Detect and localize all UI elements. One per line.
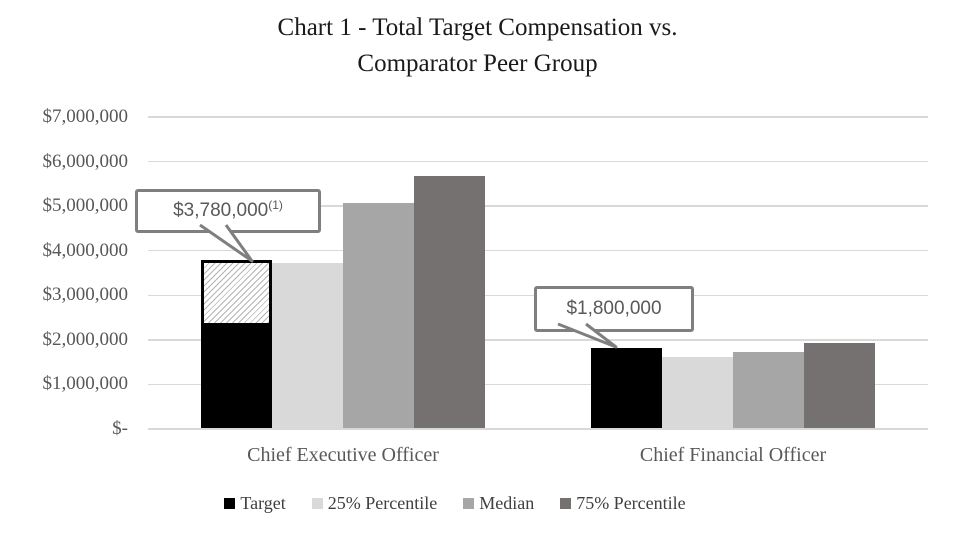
y-tick-label: $7,000,000	[42, 106, 129, 127]
x-category-label-chief-financial-officer: Chief Financial Officer	[639, 444, 827, 466]
chart-title-line-1: Chart 1 - Total Target Compensation vs.	[277, 14, 678, 41]
callout-cfo-target: $1,800,000	[534, 286, 694, 332]
chart-title: Chart 1 - Total Target Compensation vs. …	[0, 10, 955, 82]
legend-label-median: Median	[479, 493, 535, 513]
gridline	[148, 339, 928, 341]
legend-label-target: Target	[240, 493, 286, 513]
y-tick-label: $3,000,000	[42, 284, 129, 306]
callout-ceo-target: $3,780,000 (1)	[135, 189, 321, 233]
bar-chief-executive-officer-75-percentile	[414, 176, 485, 428]
y-tick-label: $5,000,000	[42, 195, 129, 217]
legend-item-75-percentile: 75% Percentile	[560, 493, 686, 514]
y-tick-label: $4,000,000	[42, 239, 129, 261]
legend-swatch-25-percentile	[311, 498, 323, 509]
legend-item-median: Median	[463, 493, 534, 514]
callout-cfo-target-value: $1,800,000	[566, 298, 662, 319]
legend-label-75-percentile: 75% Percentile	[576, 493, 686, 513]
bar-chief-financial-officer-target	[591, 347, 662, 428]
legend-swatch-median	[463, 498, 475, 509]
bar-chief-executive-officer-target	[201, 326, 272, 428]
gridline	[148, 383, 928, 386]
chart-title-line-2: Comparator Peer Group	[357, 50, 598, 77]
bar-chief-executive-officer-25-percentile	[272, 263, 343, 428]
callout-ceo-target-value: $3,780,000	[173, 200, 269, 221]
gridline	[148, 205, 928, 207]
gridline	[148, 249, 928, 252]
legend-item-25-percentile: 25% Percentile	[311, 493, 438, 514]
bar-hatched-segment-chief-executive-officer-target	[201, 259, 272, 327]
bar-chief-financial-officer-75-percentile	[804, 343, 875, 428]
legend-item-target: Target	[224, 493, 286, 514]
y-tick-label: $6,000,000	[42, 150, 129, 172]
plot-area	[148, 116, 928, 430]
legend-swatch-75-percentile	[560, 498, 572, 509]
legend-swatch-target	[224, 498, 236, 509]
y-tick-label: $-	[112, 418, 128, 439]
chart-legend: Target 25% Percentile Median 75% Percentile	[0, 493, 910, 514]
gridline	[148, 428, 928, 430]
legend-label-25-percentile: 25% Percentile	[327, 493, 438, 513]
callout-ceo-target-footnote: (1)	[268, 198, 283, 212]
bar-chief-executive-officer-median	[343, 202, 414, 428]
y-tick-label: $2,000,000	[42, 328, 129, 350]
bar-chief-financial-officer-median	[733, 352, 804, 428]
bar-chief-financial-officer-25-percentile	[662, 356, 733, 428]
y-tick-label: $1,000,000	[42, 373, 129, 395]
x-category-label-chief-executive-officer: Chief Executive Officer	[247, 444, 439, 466]
gridline	[148, 160, 928, 163]
gridline	[148, 116, 928, 118]
